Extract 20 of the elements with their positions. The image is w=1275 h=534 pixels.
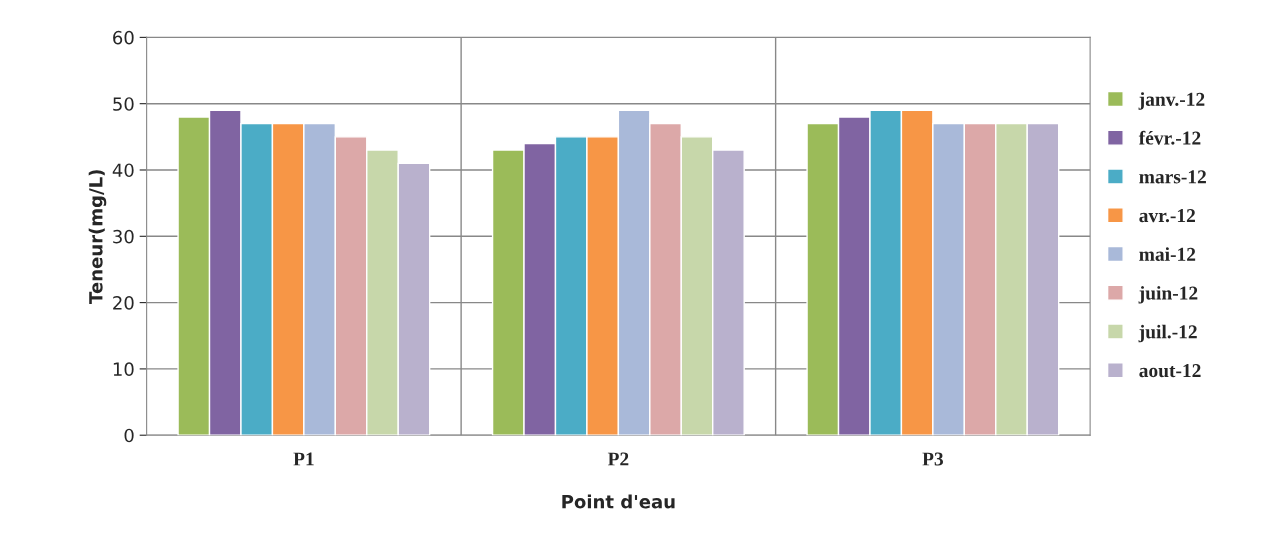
y-tick-label: 30 [113, 229, 134, 244]
x-axis-title: Point d'eau [562, 494, 675, 509]
legend-label: mars-12 [1139, 170, 1206, 184]
y-tick-label: 0 [124, 428, 134, 443]
y-tick-label: 20 [113, 296, 134, 310]
legend-label: févr.-12 [1138, 130, 1201, 145]
legend-label: mai-12 [1139, 247, 1196, 261]
y-tick-label: 40 [112, 163, 134, 178]
legend-label: juil.-12 [1138, 324, 1197, 343]
y-axis-title: Teneur(mg/L) [88, 170, 107, 304]
x-tick-label: P2 [607, 452, 629, 466]
y-tick-label: 10 [113, 362, 134, 377]
y-tick-label: 50 [113, 97, 134, 111]
legend-label: janv.-12 [1138, 92, 1205, 110]
legend-label: aout-12 [1139, 364, 1201, 378]
x-tick-label: P1 [293, 452, 314, 466]
x-tick-label: P3 [922, 452, 944, 466]
y-tick-label: 60 [113, 30, 134, 45]
legend-label: juin-12 [1138, 285, 1198, 304]
legend-label: avr.-12 [1139, 209, 1195, 223]
